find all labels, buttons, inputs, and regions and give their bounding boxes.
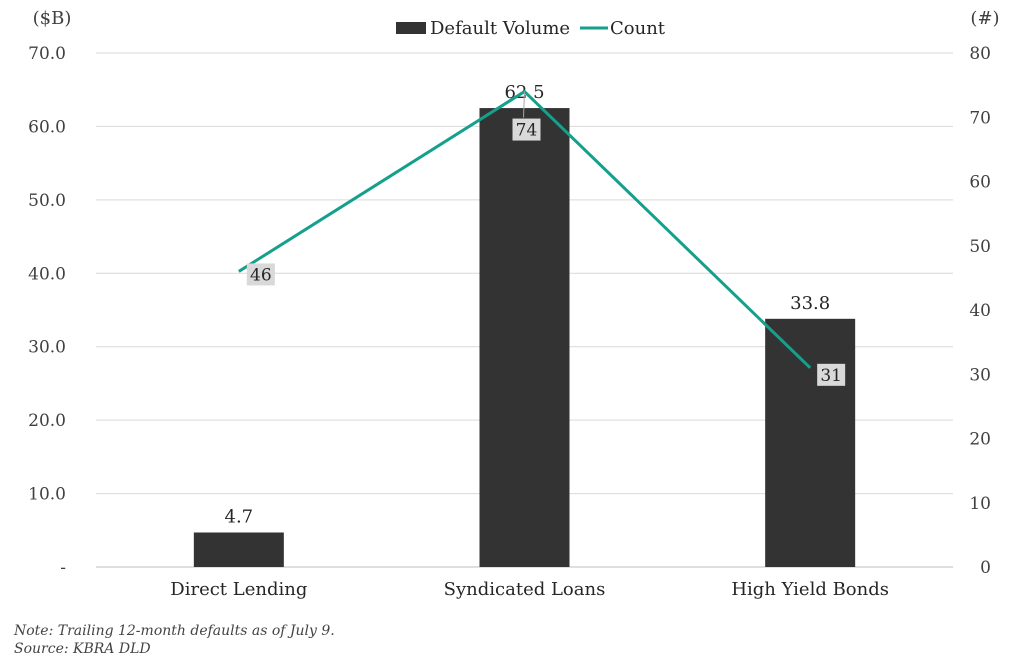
bar-data-label: 4.7 bbox=[225, 506, 254, 527]
category-label: Direct Lending bbox=[170, 579, 307, 600]
bar bbox=[479, 108, 570, 568]
left-tick-label: 60.0 bbox=[28, 117, 66, 137]
right-tick-label: 60 bbox=[969, 173, 991, 193]
right-axis-unit-label: (#) bbox=[970, 8, 999, 29]
bar-series: 4.762.533.8 bbox=[193, 82, 856, 568]
count-data-label: 31 bbox=[820, 366, 842, 386]
legend-label-count: Count bbox=[610, 18, 666, 39]
chart-source: Source: KBRA DLD bbox=[14, 641, 151, 657]
left-tick-label: 30.0 bbox=[28, 338, 66, 358]
bar-data-label: 33.8 bbox=[790, 293, 830, 314]
count-label-box bbox=[512, 118, 541, 141]
line-series: 46 74 31 bbox=[238, 90, 846, 386]
count-data-label: 46 bbox=[250, 265, 272, 285]
leader-line bbox=[523, 91, 525, 118]
right-tick-label: 0 bbox=[980, 558, 991, 578]
left-tick-label: 10.0 bbox=[28, 485, 66, 505]
count-label-box bbox=[817, 363, 846, 386]
category-label: High Yield Bonds bbox=[731, 579, 889, 600]
category-labels: Direct Lending Syndicated Loans High Yield… bbox=[170, 579, 889, 600]
right-tick-label: 40 bbox=[969, 301, 991, 321]
right-tick-label: 30 bbox=[969, 365, 991, 385]
category-label: Syndicated Loans bbox=[444, 579, 606, 600]
right-axis-ticks: 0 10 20 30 40 50 60 70 80 bbox=[969, 44, 991, 578]
bar bbox=[193, 532, 284, 567]
right-tick-label: 80 bbox=[969, 44, 991, 64]
left-axis-ticks: - 10.0 20.0 30.0 40.0 50.0 60.0 70.0 bbox=[28, 44, 66, 578]
right-tick-label: 20 bbox=[969, 430, 991, 450]
chart-note: Note: Trailing 12-month defaults as of J… bbox=[14, 623, 335, 639]
left-axis-unit-label: ($B) bbox=[33, 8, 72, 29]
right-tick-label: 70 bbox=[969, 108, 991, 128]
left-tick-label: 20.0 bbox=[28, 411, 66, 431]
count-data-label: 74 bbox=[516, 121, 538, 141]
right-tick-label: 10 bbox=[969, 494, 991, 514]
right-tick-label: 50 bbox=[969, 237, 991, 257]
combo-chart: - 10.0 20.0 30.0 40.0 50.0 60.0 70.0 0 10 20 30 40 5… bbox=[28, 8, 999, 600]
left-tick-label: - bbox=[60, 558, 66, 578]
count-label-box bbox=[246, 263, 275, 286]
legend-label-default-volume: Default Volume bbox=[430, 18, 570, 39]
bar bbox=[765, 318, 856, 567]
left-tick-label: 50.0 bbox=[28, 191, 66, 211]
legend-swatch-default-volume bbox=[396, 22, 426, 34]
left-tick-label: 40.0 bbox=[28, 264, 66, 284]
legend: Default Volume Count bbox=[396, 18, 666, 39]
left-tick-label: 70.0 bbox=[28, 44, 66, 64]
